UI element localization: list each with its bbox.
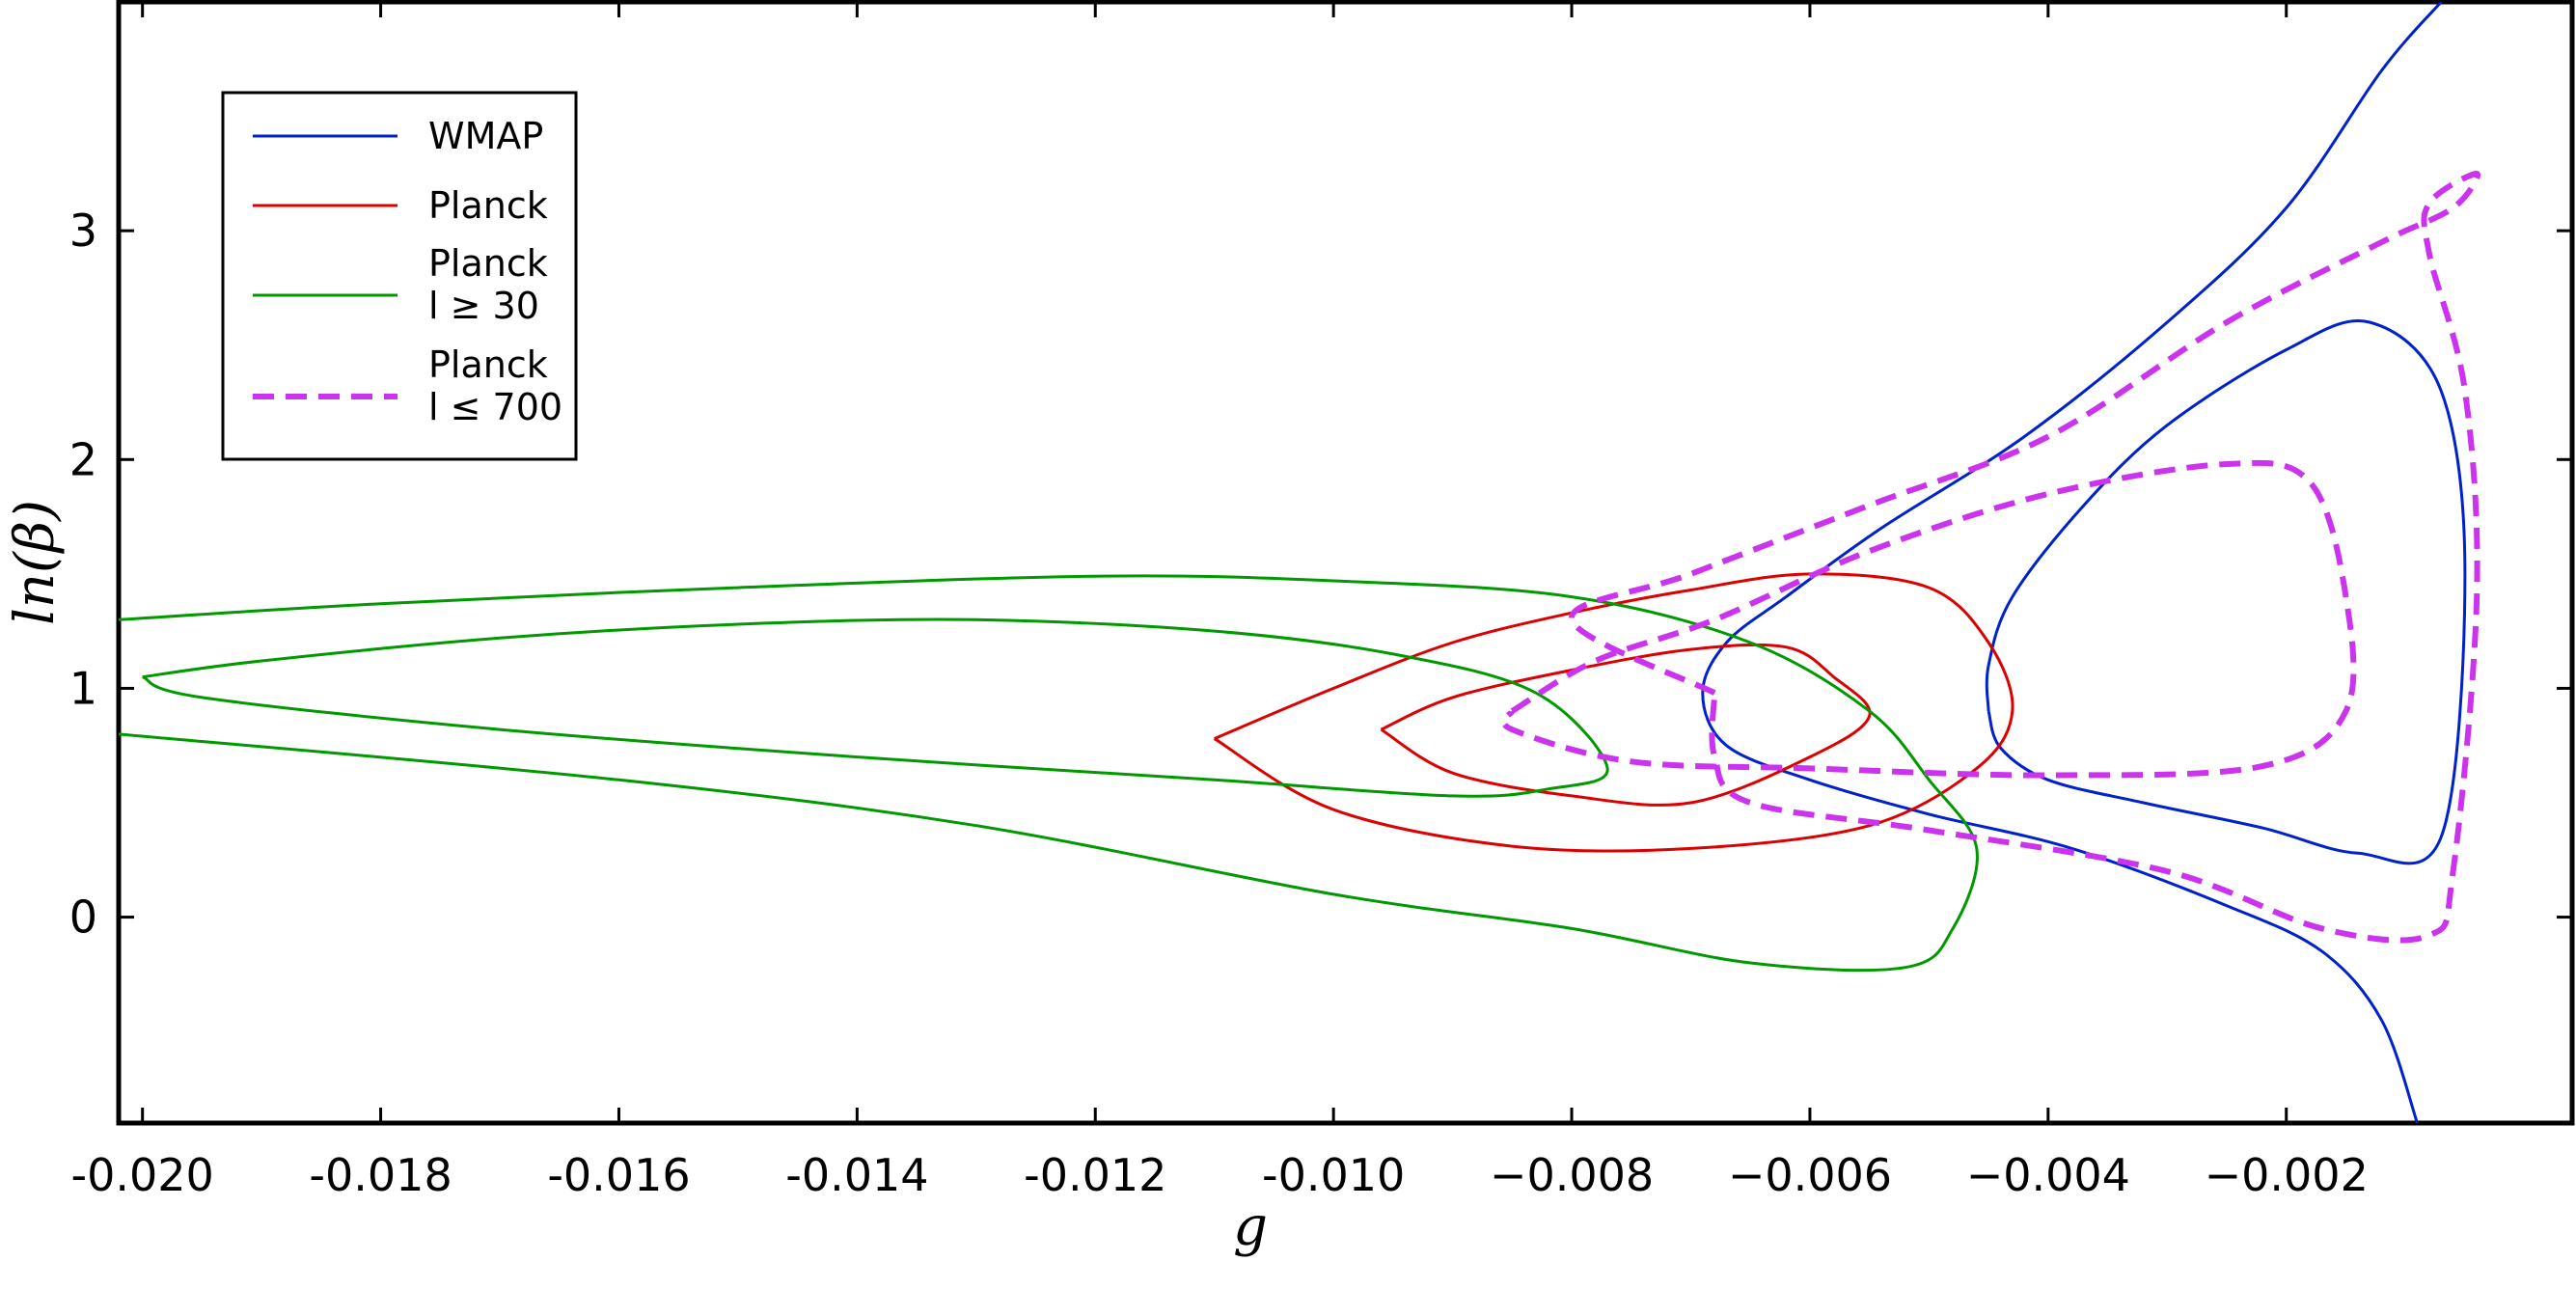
y-tick-label: 2 (69, 433, 97, 485)
legend-label-wmap: WMAP (428, 115, 543, 157)
y-tick-label: 3 (69, 205, 97, 257)
x-axis-label: g (1233, 1195, 1268, 1258)
legend-label-planck_l30: Planck (428, 242, 548, 285)
legend-label-planck_l700: l ≤ 700 (428, 386, 562, 428)
x-tick-label: −0.006 (1728, 1149, 1892, 1201)
legend-label-planck_l700: Planck (428, 343, 548, 386)
x-tick-label: −0.008 (1490, 1149, 1654, 1201)
planck_l700-contour-2 (1569, 170, 2481, 944)
planck_l700-contour-1 (1500, 459, 2357, 779)
wmap-contour-1 (1985, 319, 2467, 865)
planck_l30-contour-1 (119, 574, 1979, 973)
planck_l30-contour-2 (142, 617, 1609, 798)
x-tick-label: -0.014 (785, 1149, 928, 1201)
legend-box (221, 91, 578, 461)
plot-area (116, 0, 2575, 1126)
ticks-layer: -0.020 -0.018 -0.016 -0.014 -0.012 -0.010 −0.0… (69, 2, 2572, 1201)
x-tick-label: -0.012 (1024, 1149, 1166, 1201)
x-tick-label: −0.004 (1966, 1149, 2130, 1201)
x-tick-label: -0.020 (71, 1149, 214, 1201)
x-tick-label: -0.016 (547, 1149, 690, 1201)
x-tick-label: -0.018 (309, 1149, 452, 1201)
x-tick-label: -0.010 (1262, 1149, 1405, 1201)
planck-contour-1 (1380, 643, 1872, 807)
y-axis-label: ln(β) (4, 500, 67, 625)
y-tick-label: 0 (69, 891, 97, 944)
planck-contour-2 (1213, 572, 2014, 853)
x-tick-label: −0.002 (2205, 1149, 2369, 1201)
legend-label-planck: Planck (428, 184, 548, 227)
wmap-contour-2 (1701, 2, 2443, 1123)
series-layer (119, 2, 2481, 1123)
y-tick-label: 1 (69, 662, 97, 714)
legend-label-planck_l30: l ≥ 30 (428, 285, 539, 327)
